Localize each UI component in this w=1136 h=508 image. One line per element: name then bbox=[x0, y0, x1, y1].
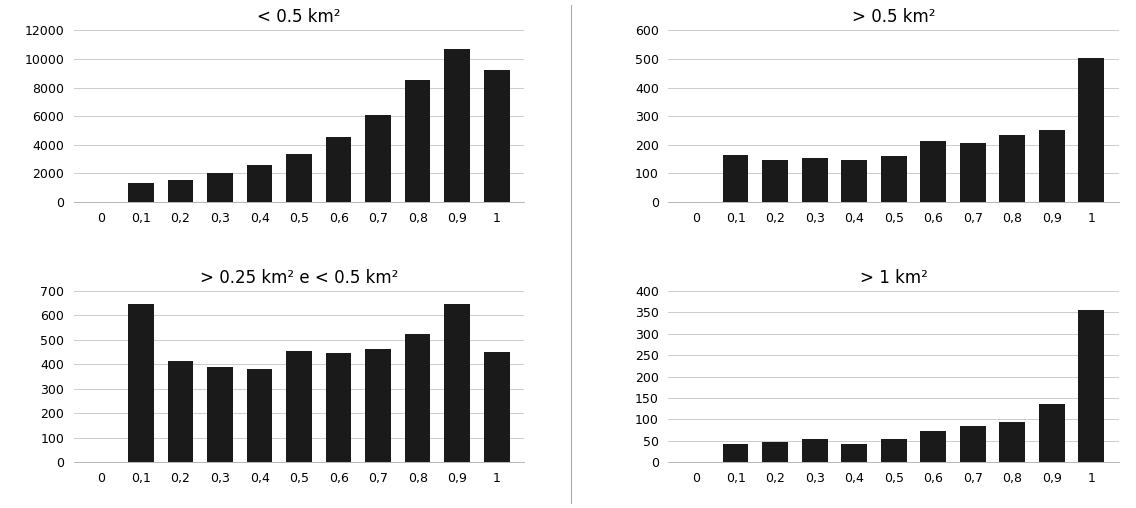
Bar bbox=[1000, 135, 1025, 202]
Bar bbox=[842, 160, 867, 202]
Bar bbox=[762, 160, 788, 202]
Bar bbox=[247, 369, 273, 462]
Bar bbox=[722, 444, 749, 462]
Bar bbox=[168, 180, 193, 202]
Bar bbox=[960, 143, 986, 202]
Bar bbox=[802, 439, 827, 462]
Title: > 0.25 km² e < 0.5 km²: > 0.25 km² e < 0.5 km² bbox=[200, 269, 399, 287]
Bar bbox=[207, 173, 233, 202]
Bar bbox=[960, 426, 986, 462]
Bar bbox=[1078, 310, 1104, 462]
Bar bbox=[366, 349, 391, 462]
Bar bbox=[762, 442, 788, 462]
Title: < 0.5 km²: < 0.5 km² bbox=[258, 8, 341, 26]
Bar bbox=[1039, 404, 1064, 462]
Bar bbox=[880, 439, 907, 462]
Bar bbox=[880, 156, 907, 202]
Bar bbox=[286, 351, 312, 462]
Bar bbox=[484, 352, 510, 462]
Bar bbox=[802, 158, 827, 202]
Bar bbox=[326, 137, 351, 202]
Bar bbox=[128, 182, 153, 202]
Bar bbox=[247, 166, 273, 202]
Bar bbox=[1078, 57, 1104, 202]
Bar bbox=[722, 155, 749, 202]
Bar bbox=[1000, 422, 1025, 462]
Bar bbox=[920, 431, 946, 462]
Bar bbox=[444, 49, 470, 202]
Bar bbox=[128, 304, 153, 462]
Bar bbox=[404, 334, 431, 462]
Title: > 0.5 km²: > 0.5 km² bbox=[852, 8, 935, 26]
Bar bbox=[207, 367, 233, 462]
Bar bbox=[920, 141, 946, 202]
Bar bbox=[484, 70, 510, 202]
Bar bbox=[326, 354, 351, 462]
Title: > 1 km²: > 1 km² bbox=[860, 269, 928, 287]
Bar bbox=[842, 444, 867, 462]
Bar bbox=[366, 115, 391, 202]
Bar bbox=[444, 304, 470, 462]
Bar bbox=[404, 80, 431, 202]
Bar bbox=[1039, 131, 1064, 202]
Bar bbox=[286, 154, 312, 202]
Bar bbox=[168, 361, 193, 462]
